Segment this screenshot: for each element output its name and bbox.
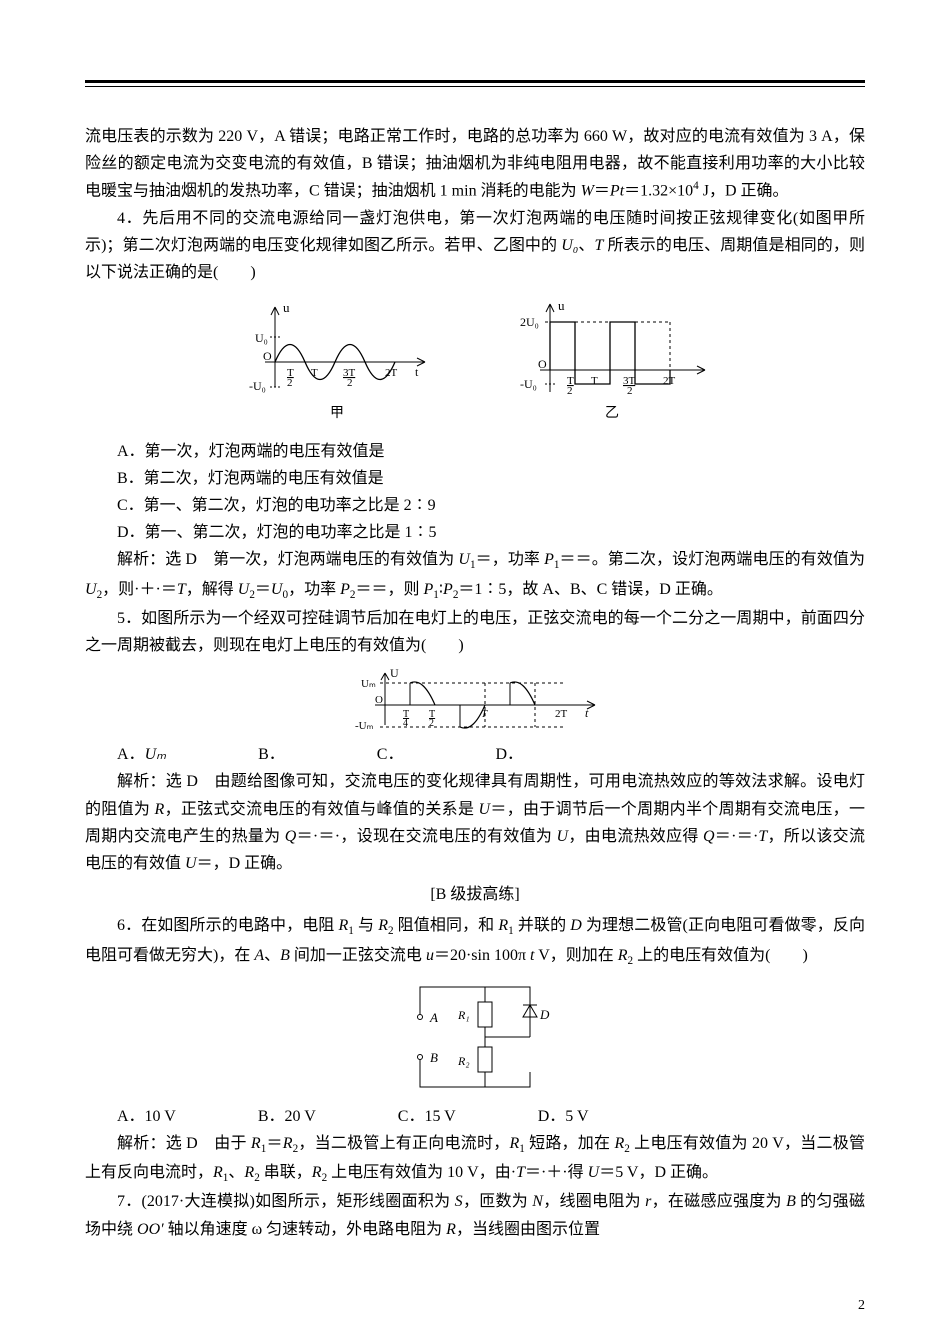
svg-text:O: O bbox=[538, 357, 547, 371]
svg-text:2T: 2T bbox=[663, 375, 676, 387]
svg-text:-U₀: -U₀ bbox=[249, 379, 266, 393]
q4-var-u0: U₀ bbox=[561, 237, 578, 254]
q4-optD: D．第一、第二次，灯泡的电功率之比是 1∶5 bbox=[85, 519, 865, 546]
svg-text:甲: 甲 bbox=[330, 406, 344, 421]
q6-figure: A B R₁ R₂ D bbox=[85, 977, 865, 1097]
top-rule-thick bbox=[85, 80, 865, 83]
content: 流电压表的示数为 220 V，A 错误；电路正常工作时，电路的总功率为 660 … bbox=[85, 123, 865, 1243]
svg-text:2T: 2T bbox=[555, 708, 568, 720]
svg-text:R₁: R₁ bbox=[457, 1008, 470, 1022]
section-b-label: [B 级拔高练] bbox=[85, 881, 865, 908]
svg-text:u: u bbox=[558, 298, 565, 313]
svg-text:-U₀: -U₀ bbox=[520, 377, 537, 391]
svg-text:O: O bbox=[263, 349, 272, 363]
q5-stem: 5．如图所示为一个经双可控硅调节后加在电灯上的电压，正弦交流电的每一个二分之一周… bbox=[85, 605, 865, 659]
svg-text:2: 2 bbox=[287, 377, 293, 389]
svg-text:T: T bbox=[481, 708, 488, 720]
svg-text:O: O bbox=[375, 694, 383, 706]
svg-text:乙: 乙 bbox=[605, 405, 619, 421]
svg-text:U₀: U₀ bbox=[255, 331, 268, 345]
svg-text:B: B bbox=[430, 1050, 438, 1065]
svg-text:T: T bbox=[591, 375, 598, 387]
svg-text:u: u bbox=[283, 300, 290, 315]
q4-stem-2: 、 bbox=[578, 237, 594, 254]
svg-text:Uₘ: Uₘ bbox=[361, 678, 376, 690]
svg-text:2T: 2T bbox=[385, 367, 398, 379]
q5-figure: U Uₘ -Uₘ O T 4 T 2 T 2T t bbox=[85, 665, 865, 735]
q5-analysis: 解析：选 D 由题给图像可知，交流电压的变化规律具有周期性，可用电流热效应的等效… bbox=[85, 768, 865, 877]
top-rule-thin bbox=[85, 86, 865, 87]
svg-text:A: A bbox=[429, 1010, 438, 1025]
svg-text:-Uₘ: -Uₘ bbox=[355, 720, 374, 732]
q4-fig-jia: u U₀ O -U₀ T 2 T 3T 2 2T t 甲 bbox=[235, 292, 435, 431]
q4-figures: u U₀ O -U₀ T 2 T 3T 2 2T t 甲 bbox=[85, 292, 865, 431]
svg-text:2: 2 bbox=[627, 385, 633, 397]
q7-stem: 7．(2017·大连模拟)如图所示，矩形线圈面积为 S，匝数为 N，线圈电阻为 … bbox=[85, 1188, 865, 1242]
q5-options: A．Uₘ B． C． D． bbox=[85, 741, 865, 768]
intro-text: 流电压表的示数为 220 V，A 错误；电路正常工作时，电路的总功率为 660 … bbox=[85, 128, 865, 200]
svg-text:T: T bbox=[311, 367, 318, 379]
q4-analysis: 解析：选 D 第一次，灯泡两端电压的有效值为 U1＝，功率 P1＝＝。第二次，设… bbox=[85, 546, 865, 604]
page-number: 2 bbox=[858, 1298, 865, 1314]
q6-analysis: 解析：选 D 由于 R1＝R2，当二极管上有正向电流时，R1 短路，加在 R2 … bbox=[85, 1130, 865, 1188]
svg-text:2U₀: 2U₀ bbox=[520, 315, 539, 329]
svg-text:t: t bbox=[415, 365, 419, 379]
svg-text:D: D bbox=[539, 1007, 550, 1022]
svg-text:U: U bbox=[390, 666, 399, 680]
q4-fig-yi: u 2U₀ O -U₀ T 2 T 3T 2 2T 乙 bbox=[505, 292, 715, 431]
q6-options: A．10 V B．20 V C．15 V D．5 V bbox=[85, 1103, 865, 1130]
q4-optC: C．第一、第二次，灯泡的电功率之比是 2∶9 bbox=[85, 492, 865, 519]
q4-stem: 4．先后用不同的交流电源给同一盏灯泡供电，第一次灯泡两端的电压随时间按正弦规律变… bbox=[85, 205, 865, 287]
svg-text:R₂: R₂ bbox=[457, 1054, 470, 1068]
svg-text:2: 2 bbox=[347, 377, 353, 389]
intro-paragraph: 流电压表的示数为 220 V，A 错误；电路正常工作时，电路的总功率为 660 … bbox=[85, 123, 865, 205]
q6-stem: 6．在如图所示的电路中，电阻 R1 与 R2 阻值相同，和 R1 并联的 D 为… bbox=[85, 912, 865, 970]
q4-optA: A．第一次，灯泡两端的电压有效值是 bbox=[85, 438, 865, 465]
q4-optB: B．第二次，灯泡两端的电压有效值是 bbox=[85, 465, 865, 492]
page: 流电压表的示数为 220 V，A 错误；电路正常工作时，电路的总功率为 660 … bbox=[0, 0, 950, 1344]
svg-text:2: 2 bbox=[567, 385, 573, 397]
svg-text:4: 4 bbox=[403, 718, 408, 729]
svg-text:2: 2 bbox=[429, 718, 434, 729]
